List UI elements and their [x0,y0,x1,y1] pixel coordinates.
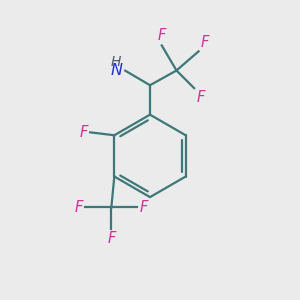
Text: F: F [196,90,205,105]
Text: N: N [111,63,123,78]
Text: F: F [75,200,83,215]
Text: F: F [140,200,148,215]
Text: H: H [111,55,122,69]
Text: F: F [201,34,209,50]
Text: F: F [107,231,116,246]
Text: F: F [158,28,166,43]
Text: F: F [80,125,88,140]
